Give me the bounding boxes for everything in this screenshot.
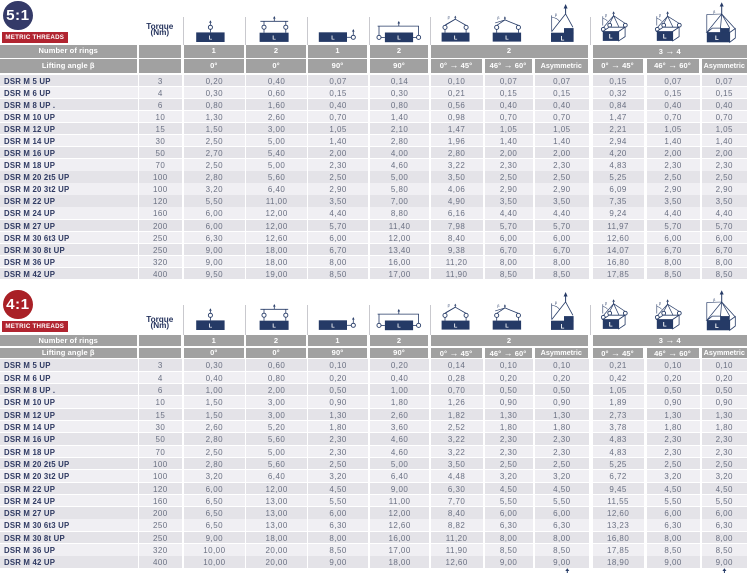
- svg-text:L: L: [397, 324, 401, 330]
- svg-text:β: β: [605, 13, 607, 17]
- svg-text:L: L: [331, 35, 335, 41]
- svg-text:L: L: [397, 36, 401, 42]
- svg-text:L: L: [209, 35, 213, 41]
- svg-text:β: β: [605, 301, 607, 305]
- svg-text:L: L: [454, 35, 458, 41]
- svg-text:L: L: [663, 35, 667, 41]
- svg-text:β: β: [448, 304, 450, 308]
- svg-text:β: β: [448, 16, 450, 20]
- svg-text:L: L: [561, 324, 565, 330]
- svg-text:L: L: [272, 324, 276, 330]
- svg-text:L: L: [331, 323, 335, 329]
- svg-text:β: β: [497, 16, 499, 20]
- svg-text:L: L: [505, 323, 509, 329]
- svg-text:L: L: [609, 323, 613, 329]
- svg-text:β: β: [497, 304, 499, 308]
- svg-text:β: β: [555, 13, 557, 17]
- svg-text:L: L: [609, 35, 613, 41]
- svg-text:L: L: [715, 36, 719, 42]
- svg-text:L: L: [715, 324, 719, 330]
- svg-text:L: L: [561, 36, 565, 42]
- svg-text:L: L: [505, 35, 509, 41]
- svg-text:β: β: [713, 298, 715, 302]
- svg-text:L: L: [272, 36, 276, 42]
- svg-text:L: L: [209, 323, 213, 329]
- svg-text:β: β: [713, 10, 715, 14]
- svg-text:L: L: [454, 323, 458, 329]
- svg-text:β: β: [555, 301, 557, 305]
- svg-text:β: β: [659, 301, 661, 305]
- svg-text:L: L: [663, 323, 667, 329]
- svg-text:β: β: [659, 13, 661, 17]
